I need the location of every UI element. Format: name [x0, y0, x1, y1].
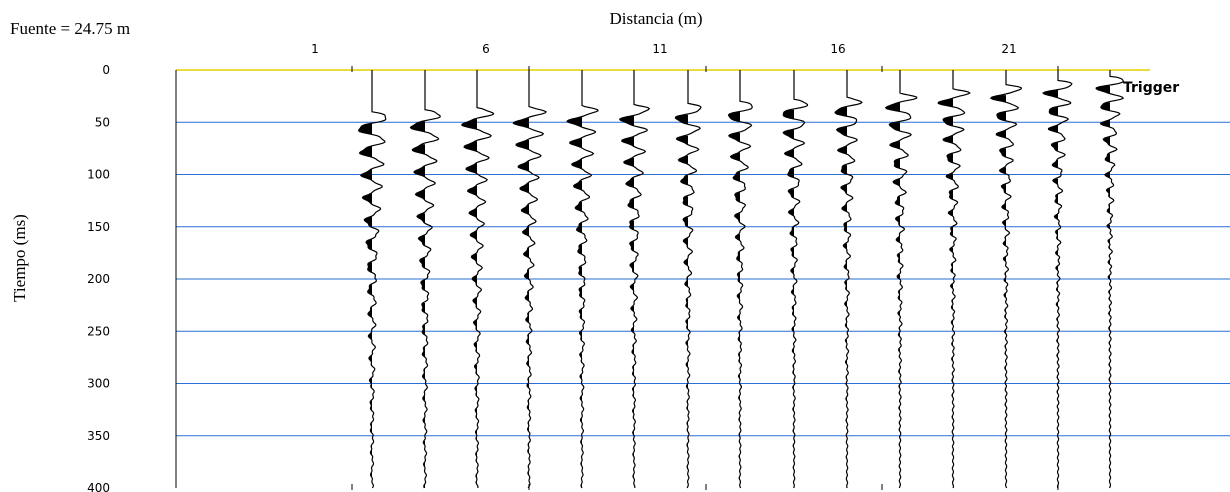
x-tick-label: 1	[311, 42, 319, 56]
y-tick-label: 0	[102, 63, 110, 77]
trigger-annotation: Trigger	[1123, 80, 1179, 96]
grid-lines	[176, 66, 1230, 490]
x-axis-label: Distancia (m)	[610, 9, 703, 28]
seismic-trace	[674, 70, 702, 489]
seismic-traces	[357, 70, 1125, 489]
seismic-trace	[357, 70, 387, 489]
y-tick-label: 300	[87, 377, 110, 391]
trace-fill	[1043, 89, 1058, 481]
y-tick-label: 50	[95, 115, 110, 129]
trace-fill	[783, 109, 794, 470]
trace-fill	[990, 95, 1006, 479]
y-tick-label: 400	[87, 481, 110, 492]
seismic-trace	[989, 70, 1022, 489]
x-tick-label: 21	[1001, 42, 1016, 56]
seismic-trace	[566, 70, 599, 489]
seismic-trace	[1042, 70, 1073, 489]
x-tick-label: 6	[482, 42, 490, 56]
trace-fill	[567, 117, 582, 488]
seismic-trace	[461, 70, 495, 489]
y-tick-label: 350	[87, 429, 110, 443]
seismic-trace	[937, 70, 971, 489]
x-tick-label: 16	[830, 42, 845, 56]
trace-fill	[619, 116, 634, 479]
y-tick-label: 200	[87, 272, 110, 286]
x-tick-label: 11	[652, 42, 667, 56]
y-axis-label: Tiempo (ms)	[10, 214, 29, 302]
seismic-trace	[884, 70, 918, 489]
trace-fill	[728, 111, 740, 480]
seismic-trace	[512, 70, 547, 489]
trace-fill	[461, 119, 477, 484]
y-tick-label: 150	[87, 220, 110, 234]
seismic-trace	[618, 70, 651, 489]
trace-fill	[835, 106, 847, 481]
y-tick-labels: 0 50 100 150 200 250 300 350 400	[87, 63, 110, 492]
trace-fill	[513, 118, 529, 488]
x-tick-labels: 1 6 11 16 21	[311, 42, 1016, 56]
trace-fill	[1096, 85, 1110, 483]
seismic-trace	[782, 70, 809, 489]
trace-fill	[938, 98, 953, 484]
y-tick-label: 250	[87, 324, 110, 338]
trace-fill	[358, 123, 372, 478]
seismic-trace	[834, 70, 863, 489]
seismic-trace	[1095, 70, 1125, 489]
chart-title: Fuente = 24.75 m	[10, 19, 130, 38]
seismic-trace	[727, 70, 753, 489]
trace-fill	[885, 102, 900, 489]
trace-fill	[675, 114, 688, 489]
y-tick-label: 100	[87, 168, 110, 182]
seismic-trace	[409, 70, 441, 489]
